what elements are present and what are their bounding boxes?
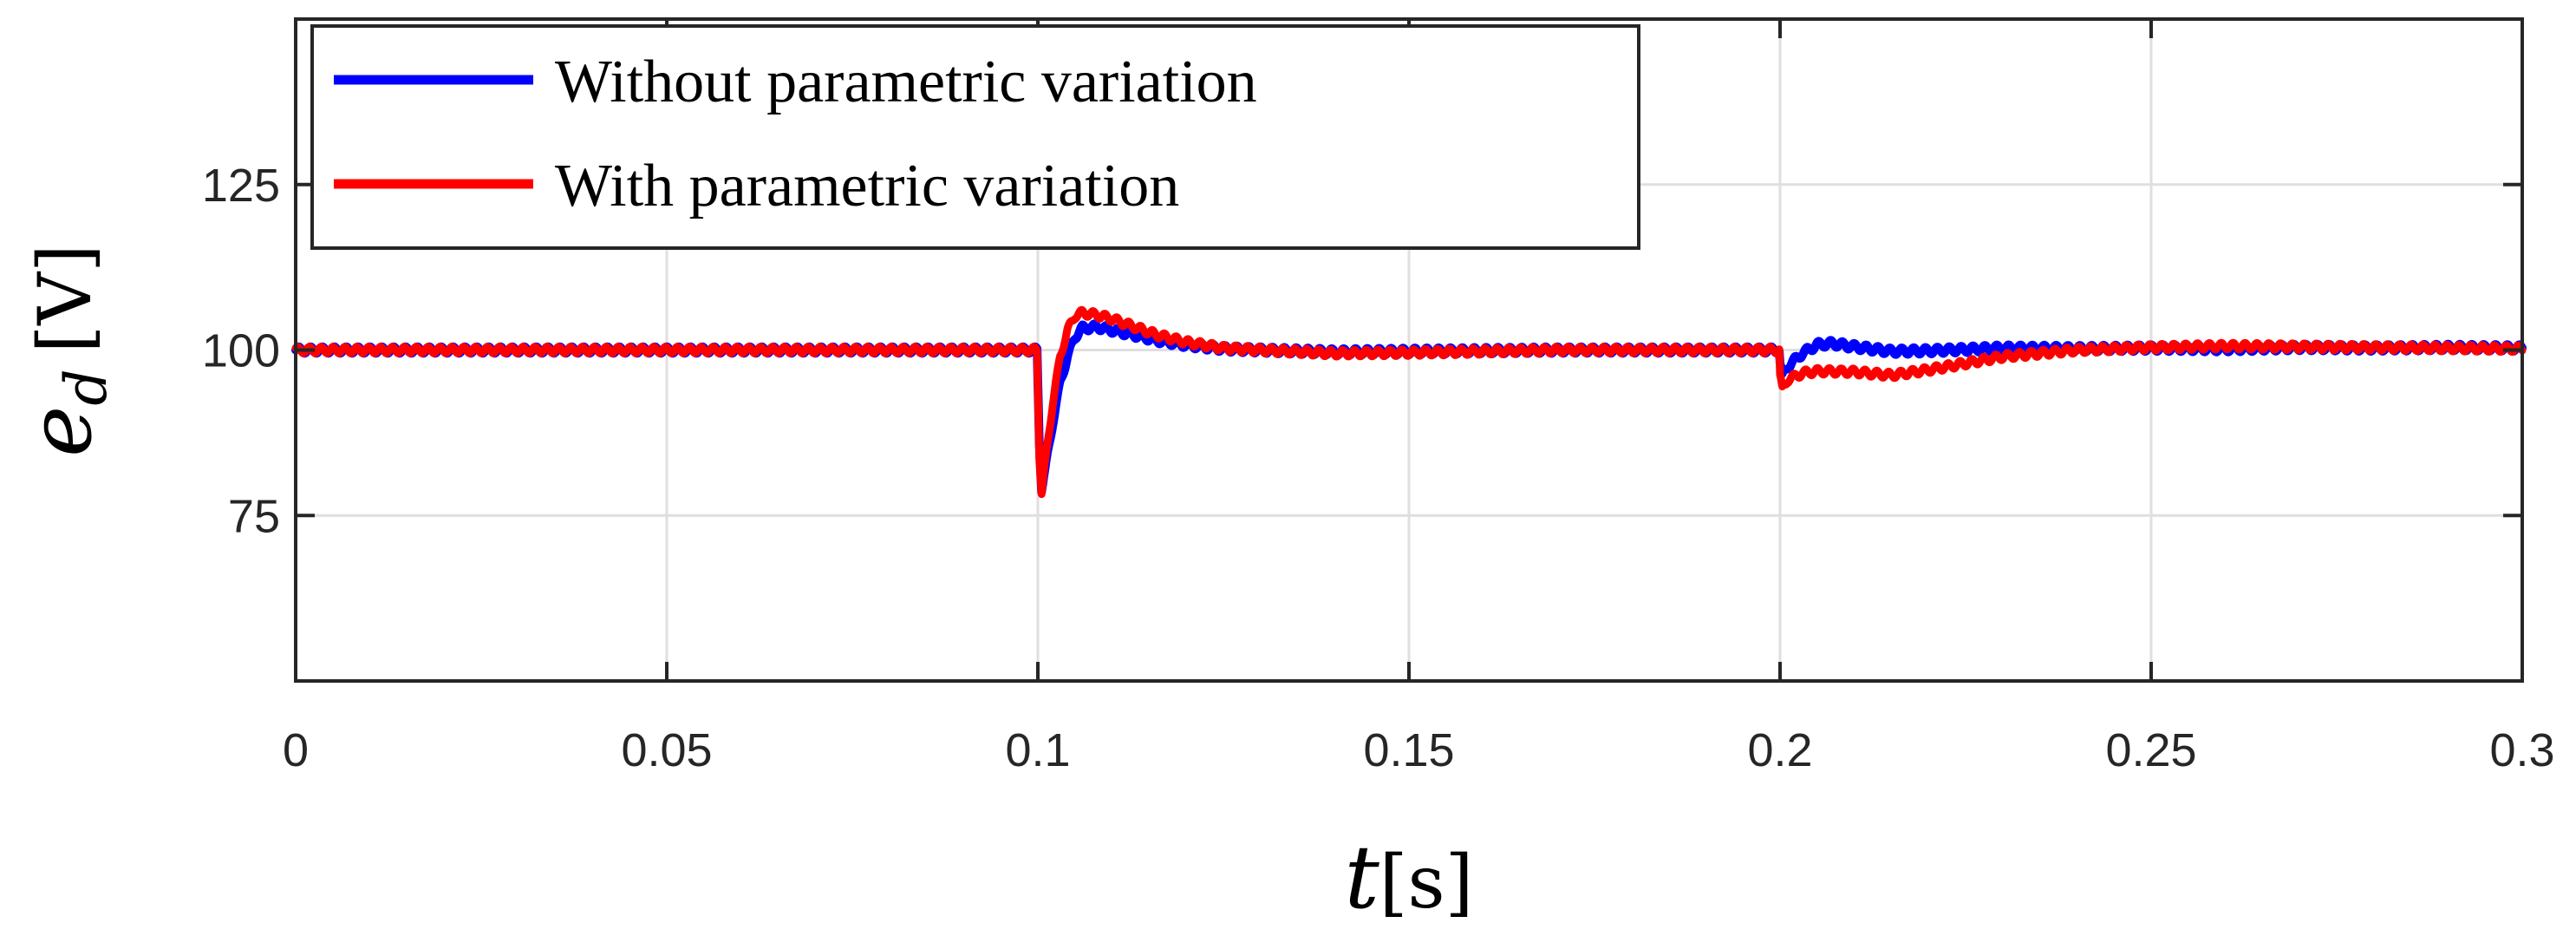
x-tick-label: 0.3 bbox=[2489, 724, 2554, 776]
x-tick-label: 0.05 bbox=[621, 724, 712, 776]
y-axis-label: ed [V] bbox=[10, 244, 120, 457]
x-tick-label: 0.2 bbox=[1747, 724, 1812, 776]
series-layer bbox=[291, 305, 2527, 499]
y-axis-subscript: d bbox=[53, 369, 120, 405]
x-tick-label: 0.25 bbox=[2105, 724, 2196, 776]
x-axis-unit: [s] bbox=[1379, 840, 1474, 925]
x-tick-label: 0.1 bbox=[1005, 724, 1070, 776]
y-tick-label: 75 bbox=[228, 490, 280, 542]
x-axis-symbol: t bbox=[1345, 827, 1380, 928]
x-tick-label: 0.15 bbox=[1363, 724, 1454, 776]
legend-label-without-variation: Without parametric variation bbox=[555, 49, 1257, 115]
legend: Without parametric variation With parame… bbox=[310, 24, 1640, 250]
y-tick-label: 100 bbox=[202, 325, 280, 377]
x-axis-label: t[s] bbox=[1345, 827, 1474, 928]
y-axis-unit: [V] bbox=[23, 244, 108, 353]
x-tick-label: 0 bbox=[283, 724, 309, 776]
legend-box bbox=[310, 24, 1640, 250]
ticks: 0 0.05 0.1 0.15 0.2 0.25 0.3 75 100 125 bbox=[202, 19, 2555, 776]
y-axis-symbol: e bbox=[10, 406, 111, 457]
series-line-with-variation bbox=[291, 305, 2527, 499]
y-tick-label: 125 bbox=[202, 160, 280, 212]
legend-label-with-variation: With parametric variation bbox=[555, 153, 1179, 219]
